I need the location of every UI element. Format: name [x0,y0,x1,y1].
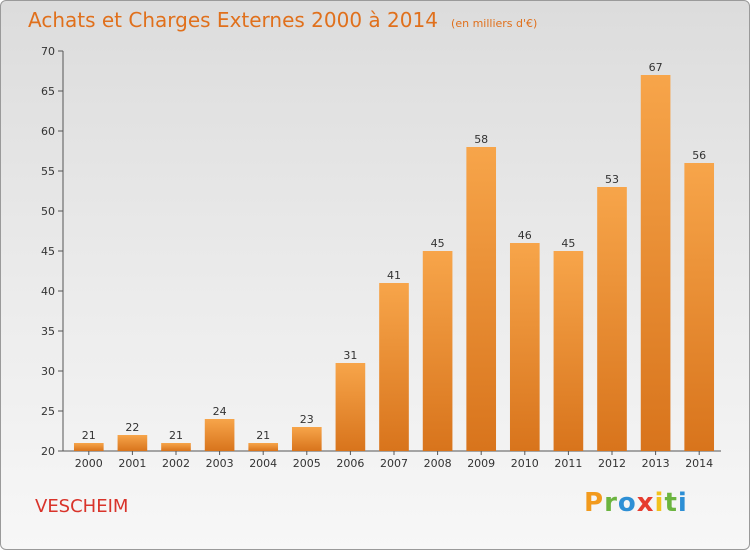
value-label-2010: 46 [518,229,532,242]
logo-letter: i [654,488,665,518]
bar-2008 [422,251,453,451]
y-tick-label: 45 [41,245,55,258]
logo-letter: x [636,488,655,518]
x-tick-label-2004: 2004 [249,457,277,470]
bar-2000 [73,443,104,451]
bar-2009 [466,147,497,451]
chart-title: Achats et Charges Externes 2000 à 2014 [28,8,438,32]
value-label-2012: 53 [605,173,619,186]
y-tick-label: 35 [41,325,55,338]
x-tick-label-2000: 2000 [75,457,103,470]
value-label-2014: 56 [692,149,706,162]
bar-2007 [379,283,409,451]
bar-2013 [640,75,671,451]
value-label-2011: 45 [561,237,575,250]
bar-2010 [509,243,540,451]
bars: 21 22 21 24 21 23 31 41 45 58 46 45 53 67 56 [73,61,715,451]
x-tick-label-2014: 2014 [685,457,713,470]
logo-letter: o [617,488,637,518]
y-tick-label: 30 [41,365,55,378]
x-tick-label-2009: 2009 [467,457,495,470]
proxiti-logo: Proxiti [584,488,688,518]
chart-subtitle: (en milliers d'€) [451,17,538,30]
logo-letter: t [664,488,678,518]
commune-name: VESCHEIM [35,496,129,517]
x-tick-label-2002: 2002 [162,457,190,470]
value-label-2001: 22 [125,421,139,434]
x-tick-label-2011: 2011 [554,457,582,470]
logo-letter: i [677,488,688,518]
bar-2011 [553,251,584,451]
value-label-2008: 45 [431,237,445,250]
value-label-2000: 21 [82,429,96,442]
logo-letter: P [584,488,605,518]
x-tick-label-2010: 2010 [511,457,539,470]
y-tick-label: 70 [41,45,55,58]
y-tick-label: 55 [41,165,55,178]
x-tick-label-2005: 2005 [293,457,321,470]
bar-2012 [597,187,627,451]
bar-2004 [248,443,279,451]
y-tick-label: 50 [41,205,55,218]
value-label-2009: 58 [474,133,488,146]
bar-2005 [291,427,322,451]
y-tick-label: 65 [41,85,55,98]
value-label-2013: 67 [649,61,663,74]
y-tick-label: 25 [41,405,55,418]
value-label-2007: 41 [387,269,401,282]
bar-2003 [204,419,235,451]
value-label-2005: 23 [300,413,314,426]
x-tick-label-2008: 2008 [424,457,452,470]
x-tick-label-2013: 2013 [642,457,670,470]
axes: 20 25 30 35 40 45 50 55 60 65 70 2000 2001 2002 2003 20… [41,45,721,470]
title-row: Achats et Charges Externes 2000 à 2014 (… [28,8,537,32]
value-label-2003: 24 [213,405,227,418]
bar-2014 [684,163,715,451]
bar-2002 [161,443,191,451]
value-label-2006: 31 [343,349,357,362]
logo-letter: r [604,488,618,518]
value-label-2002: 21 [169,429,183,442]
y-tick-label: 60 [41,125,55,138]
value-label-2004: 21 [256,429,270,442]
bar-2001 [117,435,148,451]
x-tick-label-2007: 2007 [380,457,408,470]
y-tick-label: 40 [41,285,55,298]
bar-2006 [335,363,366,451]
x-tick-label-2006: 2006 [336,457,364,470]
y-tick-label: 20 [41,445,55,458]
x-tick-label-2012: 2012 [598,457,626,470]
x-tick-label-2001: 2001 [118,457,146,470]
x-tick-label-2003: 2003 [206,457,234,470]
